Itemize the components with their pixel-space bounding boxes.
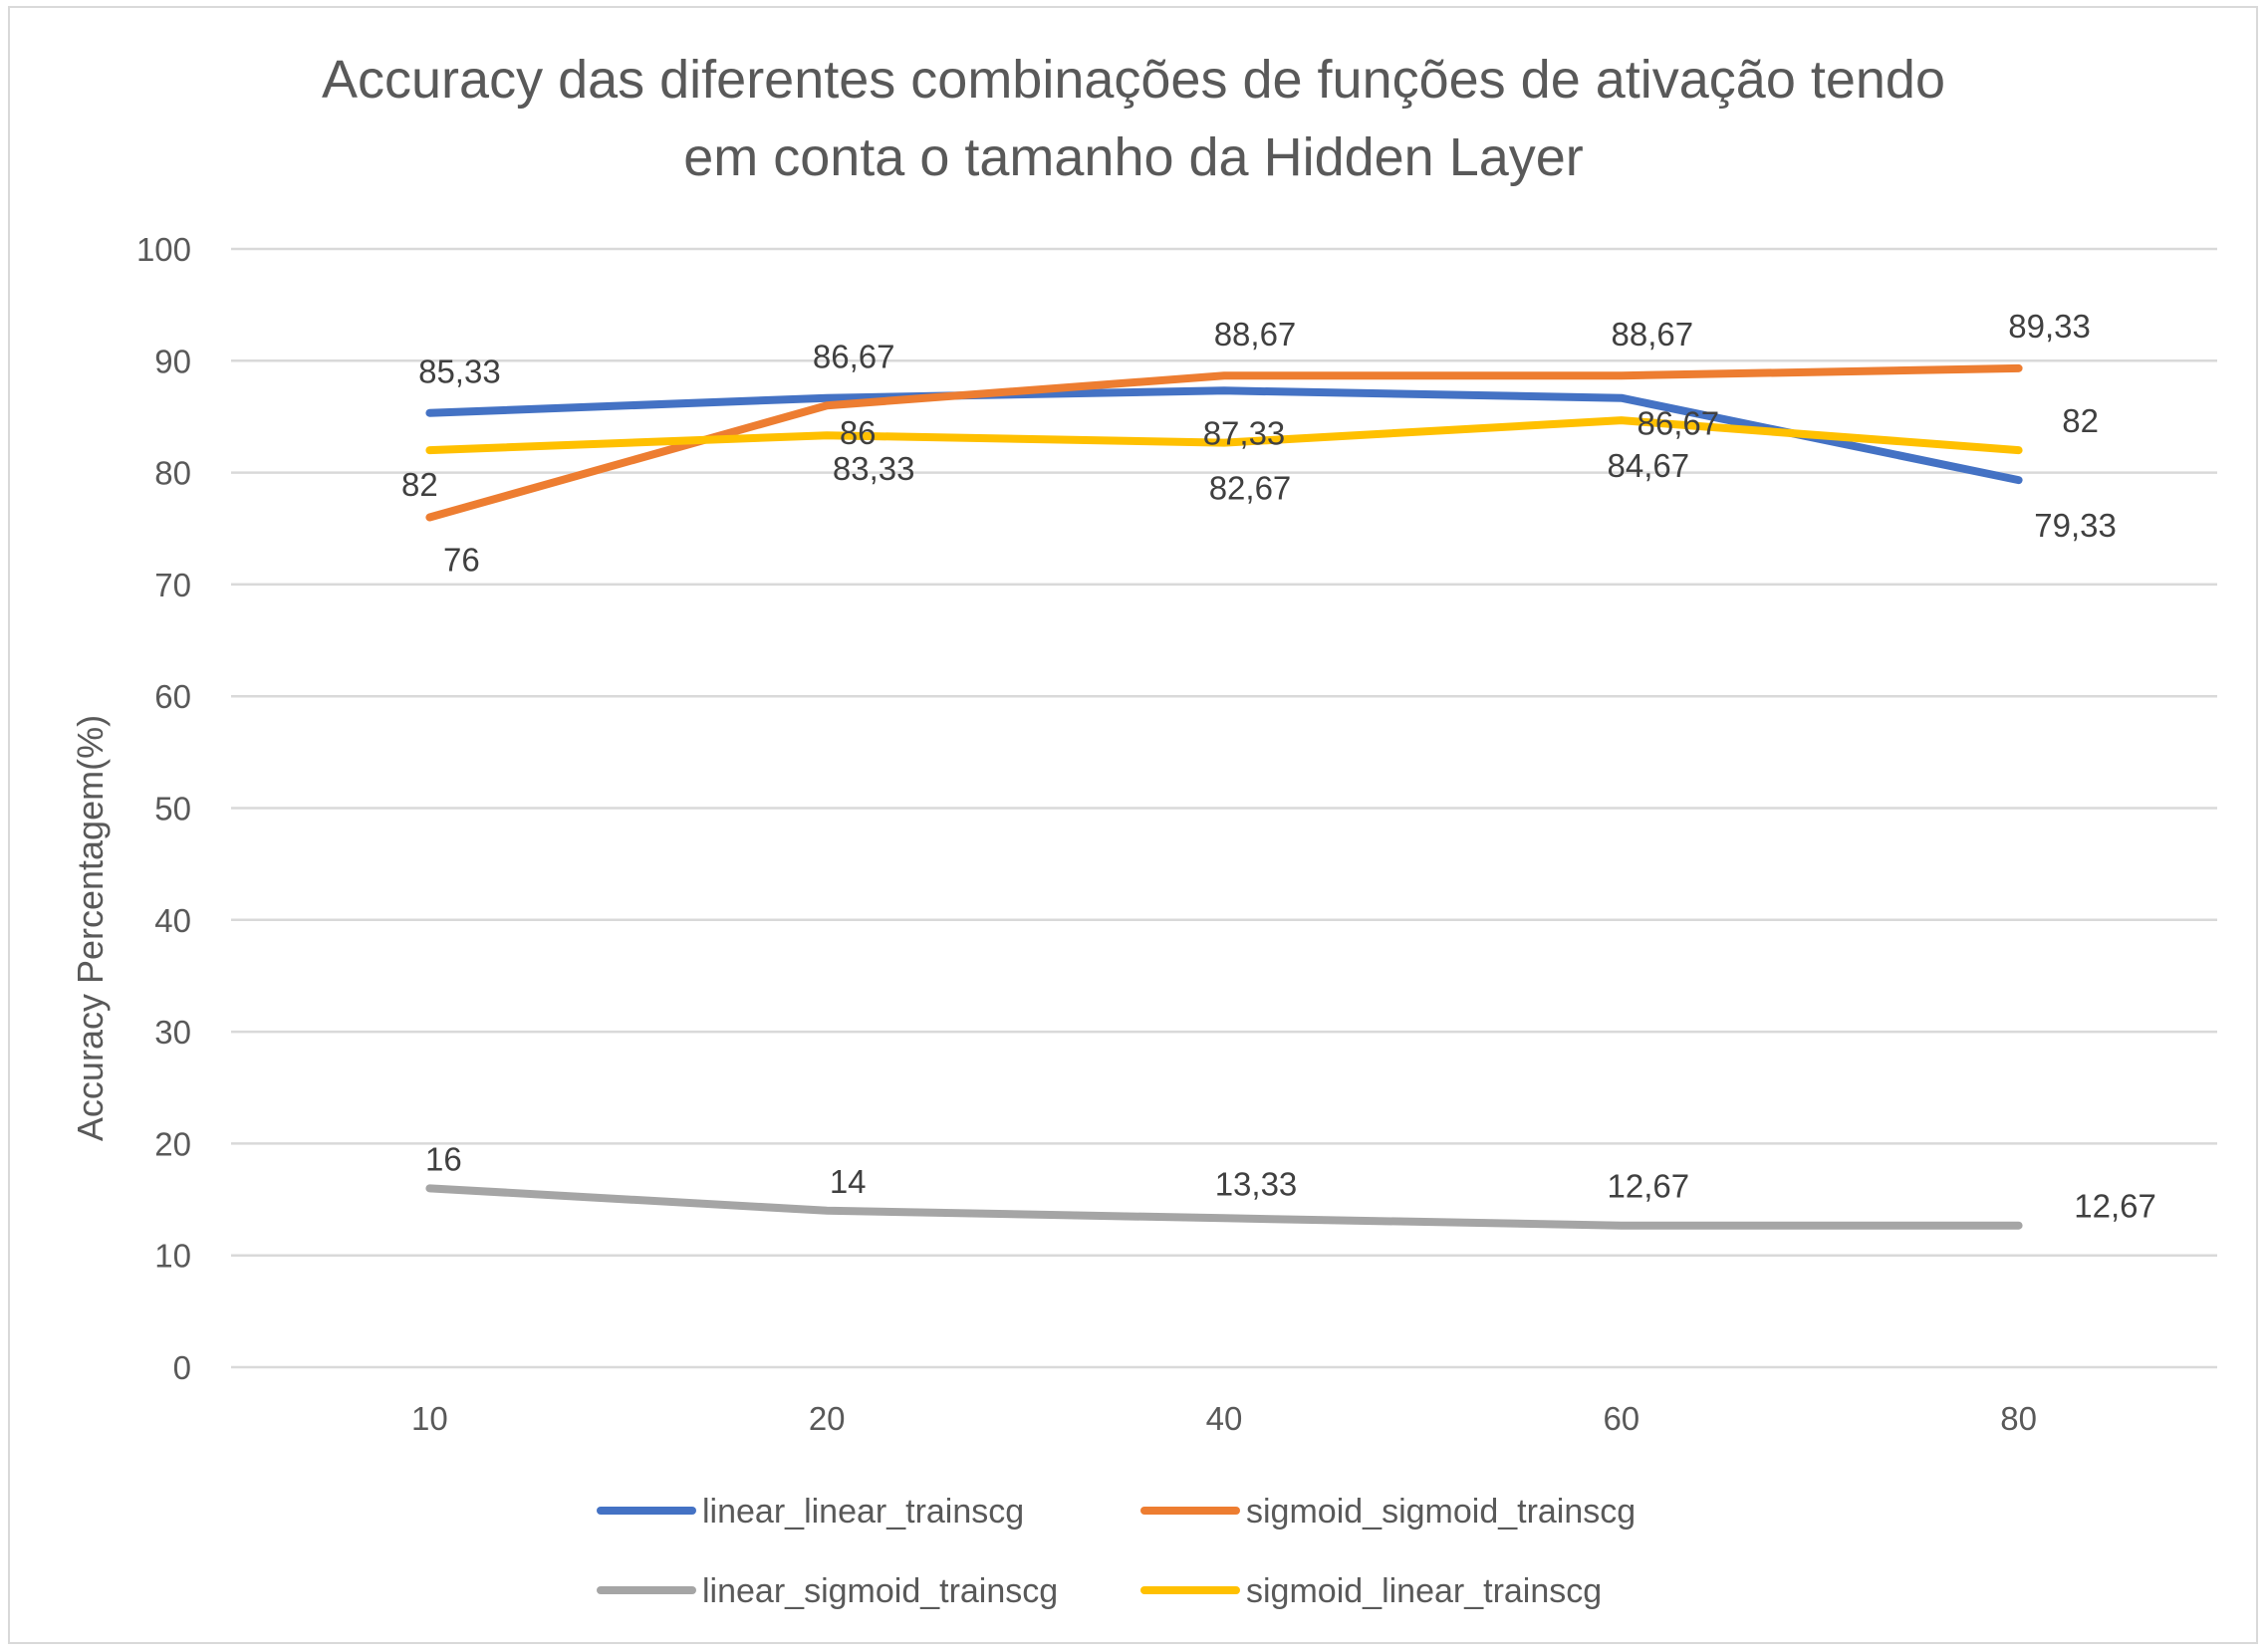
data-label: 16 [425,1140,462,1177]
y-tick-label: 70 [154,567,191,603]
data-labels: 85,33 86,67 87,33 86,67 79,33 76 86 88,67 88,67 8… [401,308,2156,1225]
x-tick-label: 10 [411,1400,448,1437]
x-axis-ticks: 10 20 40 60 80 [411,1400,2037,1437]
y-tick-label: 20 [154,1125,191,1162]
data-label: 86 [840,414,877,451]
x-tick-label: 60 [1603,1400,1639,1437]
data-label: 86,67 [1638,405,1720,442]
chart-frame [8,6,2258,1644]
x-tick-label: 40 [1206,1400,1243,1437]
y-axis-ticks: 0 10 20 30 40 50 60 70 80 90 100 [136,231,191,1386]
x-tick-label: 80 [2000,1400,2037,1437]
data-label: 12,67 [1608,1168,1690,1205]
data-label: 12,67 [2074,1188,2156,1225]
data-label: 82,67 [1209,470,1292,507]
data-label: 88,67 [1612,316,1694,353]
data-label: 84,67 [1608,447,1690,484]
y-tick-label: 40 [154,902,191,939]
data-label: 89,33 [2008,308,2091,345]
data-label: 88,67 [1214,316,1297,353]
data-label: 87,33 [1203,414,1286,451]
gridlines [231,247,2217,1369]
data-label: 85,33 [418,354,501,390]
y-tick-label: 0 [173,1349,191,1386]
series-lines [425,363,2023,1230]
y-tick-label: 100 [136,231,191,268]
y-tick-label: 60 [154,678,191,715]
data-label: 86,67 [813,339,895,375]
legend-label: sigmoid_linear_trainscg [1246,1572,1602,1610]
y-tick-label: 50 [154,791,191,827]
data-label: 82 [401,466,438,503]
series-line-sigmoid_linear_trainscg [425,416,2023,455]
y-axis-title: Accuracy Percentagem(%) [70,715,111,1141]
data-label: 83,33 [833,450,915,487]
data-label: 79,33 [2034,507,2117,544]
legend-label: linear_sigmoid_trainscg [702,1572,1058,1610]
x-tick-label: 20 [809,1400,846,1437]
y-tick-label: 30 [154,1014,191,1051]
chart-title: Accuracy das diferentes combinações de f… [322,50,1945,187]
data-label: 14 [830,1163,867,1200]
y-tick-label: 90 [154,343,191,379]
y-tick-label: 80 [154,455,191,492]
data-label: 82 [2062,402,2099,439]
series-line-linear_linear_trainscg [425,386,2023,485]
y-tick-label: 10 [154,1238,191,1275]
legend: linear_linear_trainscg sigmoid_sigmoid_tr… [597,1493,1636,1610]
chart-title-line-2: em conta o tamanho da Hidden Layer [683,127,1584,187]
chart-title-line-1: Accuracy das diferentes combinações de f… [322,50,1945,110]
legend-label: sigmoid_sigmoid_trainscg [1246,1493,1636,1531]
data-label: 76 [443,542,480,579]
data-label: 13,33 [1215,1165,1298,1202]
series-line-linear_sigmoid_trainscg [425,1184,2023,1230]
legend-label: linear_linear_trainscg [702,1493,1024,1531]
